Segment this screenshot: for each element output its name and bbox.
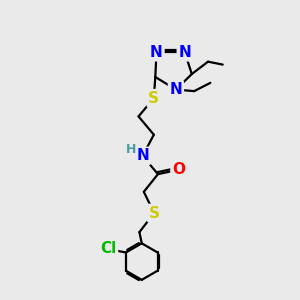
Text: N: N — [169, 82, 182, 97]
Text: S: S — [148, 91, 159, 106]
Text: H: H — [126, 143, 136, 156]
Text: N: N — [150, 45, 163, 60]
Text: Cl: Cl — [100, 241, 116, 256]
Text: O: O — [172, 162, 185, 177]
Text: S: S — [148, 206, 160, 220]
Text: N: N — [136, 148, 149, 164]
Text: N: N — [178, 45, 191, 60]
